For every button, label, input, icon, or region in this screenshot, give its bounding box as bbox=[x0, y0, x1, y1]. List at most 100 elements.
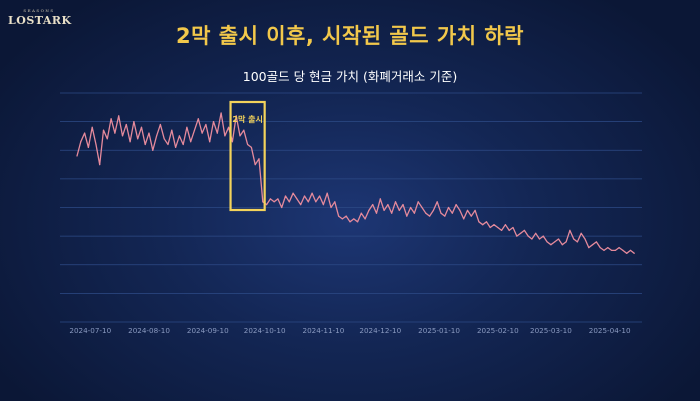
data-point bbox=[296, 198, 298, 200]
data-point bbox=[84, 132, 86, 134]
data-point bbox=[345, 215, 347, 217]
data-point bbox=[175, 146, 177, 148]
data-point bbox=[402, 204, 404, 206]
data-point bbox=[262, 201, 264, 203]
data-point bbox=[353, 218, 355, 220]
data-point bbox=[212, 121, 215, 123]
data-point bbox=[614, 249, 617, 251]
data-point bbox=[281, 206, 283, 209]
data-point bbox=[455, 204, 457, 206]
data-point bbox=[584, 238, 586, 240]
data-point bbox=[311, 192, 313, 194]
data-point bbox=[266, 204, 268, 206]
data-point bbox=[341, 218, 343, 220]
chart-gridlines bbox=[60, 92, 642, 323]
x-tick-label: 2024-12-10 bbox=[359, 326, 401, 335]
data-point bbox=[307, 201, 309, 203]
data-point bbox=[95, 143, 97, 146]
highlight-box bbox=[229, 100, 266, 212]
data-point bbox=[538, 238, 541, 240]
data-point bbox=[391, 212, 393, 214]
data-point bbox=[394, 201, 397, 203]
data-point bbox=[383, 209, 385, 211]
data-point bbox=[163, 138, 165, 140]
data-point bbox=[482, 224, 484, 226]
data-point bbox=[607, 247, 609, 249]
data-point bbox=[520, 232, 522, 234]
data-point bbox=[360, 212, 362, 214]
data-point bbox=[209, 141, 211, 143]
x-axis-ticks: 2024-07-10 2024-08-10 2024-09-10 2024-10-10… bbox=[69, 326, 631, 335]
data-point bbox=[300, 204, 302, 206]
data-point bbox=[478, 221, 480, 223]
data-point bbox=[550, 244, 552, 246]
x-tick-label: 2025-04-10 bbox=[589, 326, 631, 335]
data-point bbox=[573, 238, 575, 240]
data-point bbox=[542, 235, 544, 237]
data-point bbox=[565, 241, 567, 243]
logo-wordmark: LOSTARK bbox=[8, 14, 72, 27]
data-point bbox=[182, 143, 184, 146]
chart-title: 100골드 당 현금 가치 (화폐거래소 기준) bbox=[242, 69, 458, 84]
data-point bbox=[508, 229, 510, 231]
data-point bbox=[334, 201, 336, 203]
data-point bbox=[504, 224, 506, 226]
data-point bbox=[110, 118, 112, 120]
page-title: 2막 출시 이후, 시작된 골드 가치 하락 bbox=[176, 24, 524, 48]
data-point bbox=[243, 129, 245, 131]
data-point bbox=[406, 215, 408, 217]
data-point bbox=[603, 249, 605, 251]
data-point bbox=[398, 209, 400, 211]
data-point bbox=[451, 212, 453, 214]
data-point bbox=[425, 212, 427, 214]
data-point bbox=[512, 226, 514, 229]
data-point bbox=[444, 215, 446, 217]
data-point bbox=[474, 209, 476, 211]
data-point bbox=[576, 241, 579, 243]
data-point bbox=[140, 126, 143, 128]
data-point bbox=[432, 209, 434, 211]
data-point bbox=[247, 143, 249, 146]
data-point bbox=[527, 235, 529, 237]
data-point bbox=[315, 201, 317, 203]
data-point bbox=[387, 204, 389, 206]
data-point bbox=[561, 244, 563, 246]
data-point bbox=[592, 244, 594, 246]
data-point bbox=[546, 241, 548, 243]
data-point bbox=[269, 198, 271, 200]
chart-series bbox=[76, 112, 635, 254]
data-point bbox=[277, 198, 279, 200]
data-point bbox=[114, 132, 116, 134]
data-point bbox=[413, 212, 415, 214]
data-point bbox=[152, 149, 154, 151]
data-point bbox=[436, 201, 438, 203]
data-point bbox=[516, 235, 518, 237]
data-point bbox=[254, 164, 256, 166]
data-point bbox=[618, 247, 620, 249]
data-point bbox=[580, 232, 582, 234]
data-point bbox=[220, 112, 222, 114]
data-point bbox=[611, 249, 613, 251]
data-point bbox=[429, 215, 431, 217]
x-tick-label: 2024-07-10 bbox=[69, 326, 111, 335]
data-point bbox=[349, 221, 351, 223]
data-point bbox=[463, 218, 465, 220]
data-point bbox=[501, 229, 503, 231]
data-point bbox=[357, 221, 359, 223]
data-point bbox=[557, 238, 560, 240]
data-point bbox=[303, 195, 306, 197]
data-point bbox=[148, 132, 150, 134]
data-point bbox=[250, 146, 252, 148]
data-point bbox=[284, 195, 287, 197]
data-point bbox=[379, 198, 381, 200]
data-point bbox=[466, 209, 469, 211]
data-point bbox=[91, 126, 93, 128]
data-point bbox=[231, 141, 233, 143]
data-point bbox=[421, 206, 423, 209]
x-tick-label: 2025-03-10 bbox=[530, 326, 572, 335]
x-tick-label: 2025-02-10 bbox=[477, 326, 519, 335]
data-point bbox=[319, 195, 321, 197]
data-point bbox=[489, 226, 491, 229]
data-point bbox=[459, 209, 461, 211]
lostark-logo: SEASONS LOSTARK bbox=[8, 8, 72, 34]
